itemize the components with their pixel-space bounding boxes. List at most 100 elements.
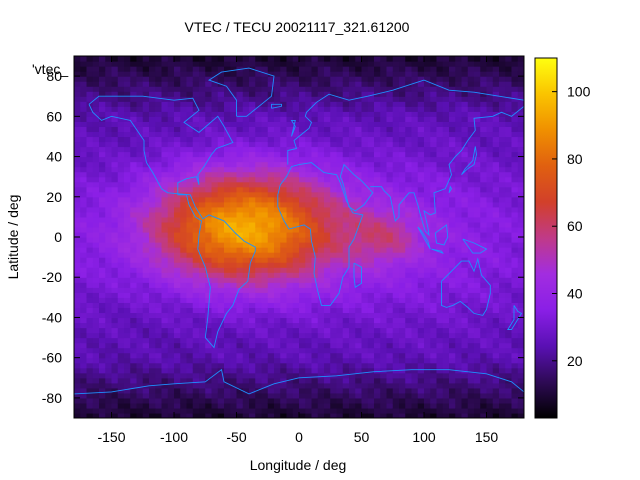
heatmap-cell <box>386 402 394 409</box>
heatmap-cell <box>336 302 344 308</box>
heatmap-cell <box>405 71 413 77</box>
heatmap-cell <box>261 166 269 173</box>
heatmap-cell <box>230 252 238 258</box>
heatmap-cell <box>136 166 144 173</box>
heatmap-cell <box>149 171 156 178</box>
heatmap-cell <box>124 402 131 409</box>
heatmap-cell <box>474 252 481 258</box>
heatmap-cell <box>292 126 300 133</box>
heatmap-cell <box>336 91 344 97</box>
heatmap-cell <box>236 287 244 293</box>
heatmap-cell <box>167 397 175 404</box>
heatmap-cell <box>174 327 181 334</box>
heatmap-cell <box>474 166 481 173</box>
heatmap-cell <box>211 96 219 102</box>
heatmap-cell <box>142 267 150 273</box>
heatmap-cell <box>192 166 200 173</box>
heatmap-cell <box>242 317 250 324</box>
heatmap-cell <box>142 282 150 288</box>
heatmap-cell <box>392 116 400 122</box>
heatmap-cell <box>317 382 325 389</box>
heatmap-cell <box>136 402 144 409</box>
heatmap-cell <box>349 146 356 153</box>
heatmap-cell <box>349 402 356 409</box>
heatmap-cell <box>155 71 163 77</box>
heatmap-cell <box>474 387 481 394</box>
heatmap-cell <box>330 101 338 107</box>
heatmap-cell <box>436 111 444 117</box>
heatmap-cell <box>211 151 219 158</box>
heatmap-cell <box>261 312 269 319</box>
heatmap-cell <box>80 181 88 188</box>
heatmap-cell <box>224 402 231 409</box>
heatmap-cell <box>449 352 456 359</box>
heatmap-cell <box>86 337 94 344</box>
heatmap-cell <box>280 352 288 359</box>
heatmap-cell <box>492 61 500 67</box>
heatmap-cell <box>236 196 244 203</box>
heatmap-cell <box>174 146 181 153</box>
heatmap-cell <box>74 106 81 112</box>
heatmap-cell <box>480 191 488 198</box>
heatmap-cell <box>299 136 306 143</box>
heatmap-cell <box>424 121 431 127</box>
heatmap-cell <box>499 257 506 263</box>
heatmap-cell <box>186 342 194 349</box>
heatmap-cell <box>255 377 263 384</box>
heatmap-cell <box>342 231 350 238</box>
heatmap-cell <box>255 231 263 238</box>
heatmap-cell <box>317 71 325 77</box>
heatmap-cell <box>105 352 113 359</box>
heatmap-cell <box>211 237 219 243</box>
heatmap-cell <box>461 247 469 253</box>
heatmap-cell <box>130 96 138 102</box>
heatmap-cell <box>374 156 381 163</box>
heatmap-cell <box>149 61 156 67</box>
heatmap-cell <box>436 156 444 163</box>
heatmap-cell <box>142 362 150 369</box>
heatmap-cell <box>311 362 319 369</box>
heatmap-cell <box>299 397 306 404</box>
heatmap-cell <box>324 76 331 82</box>
heatmap-cell <box>149 86 156 92</box>
heatmap-cell <box>230 161 238 168</box>
heatmap-cell <box>399 352 406 359</box>
heatmap-cell <box>411 111 419 117</box>
heatmap-cell <box>486 327 494 334</box>
heatmap-cell <box>386 86 394 92</box>
heatmap-cell <box>155 347 163 354</box>
heatmap-cell <box>292 186 300 193</box>
heatmap-cell <box>80 382 88 389</box>
heatmap-cell <box>280 387 288 394</box>
heatmap-cell <box>342 171 350 178</box>
heatmap-cell <box>161 101 169 107</box>
heatmap-cell <box>361 412 369 418</box>
heatmap-cell <box>199 402 206 409</box>
heatmap-cell <box>280 221 288 228</box>
heatmap-cell <box>492 106 500 112</box>
heatmap-cell <box>142 56 150 62</box>
heatmap-cell <box>136 322 144 329</box>
heatmap-cell <box>442 297 450 303</box>
heatmap-cell <box>199 161 206 168</box>
heatmap-cell <box>492 272 500 278</box>
heatmap-cell <box>299 176 306 183</box>
heatmap-cell <box>499 352 506 359</box>
heatmap-cell <box>149 71 156 77</box>
heatmap-cell <box>461 402 469 409</box>
heatmap-cell <box>286 257 294 263</box>
heatmap-cell <box>392 146 400 153</box>
heatmap-cell <box>130 141 138 148</box>
heatmap-cell <box>455 292 463 298</box>
heatmap-cell <box>267 287 275 293</box>
heatmap-cell <box>492 307 500 314</box>
heatmap-cell <box>399 221 406 228</box>
heatmap-cell <box>461 221 469 228</box>
heatmap-cell <box>424 302 431 308</box>
heatmap-cell <box>105 372 113 379</box>
heatmap-cell <box>367 91 375 97</box>
chart-title: VTEC / TECU 20021117_321.61200 <box>185 19 410 35</box>
heatmap-cell <box>461 272 469 278</box>
heatmap-cell <box>249 397 256 404</box>
heatmap-cell <box>174 111 181 117</box>
